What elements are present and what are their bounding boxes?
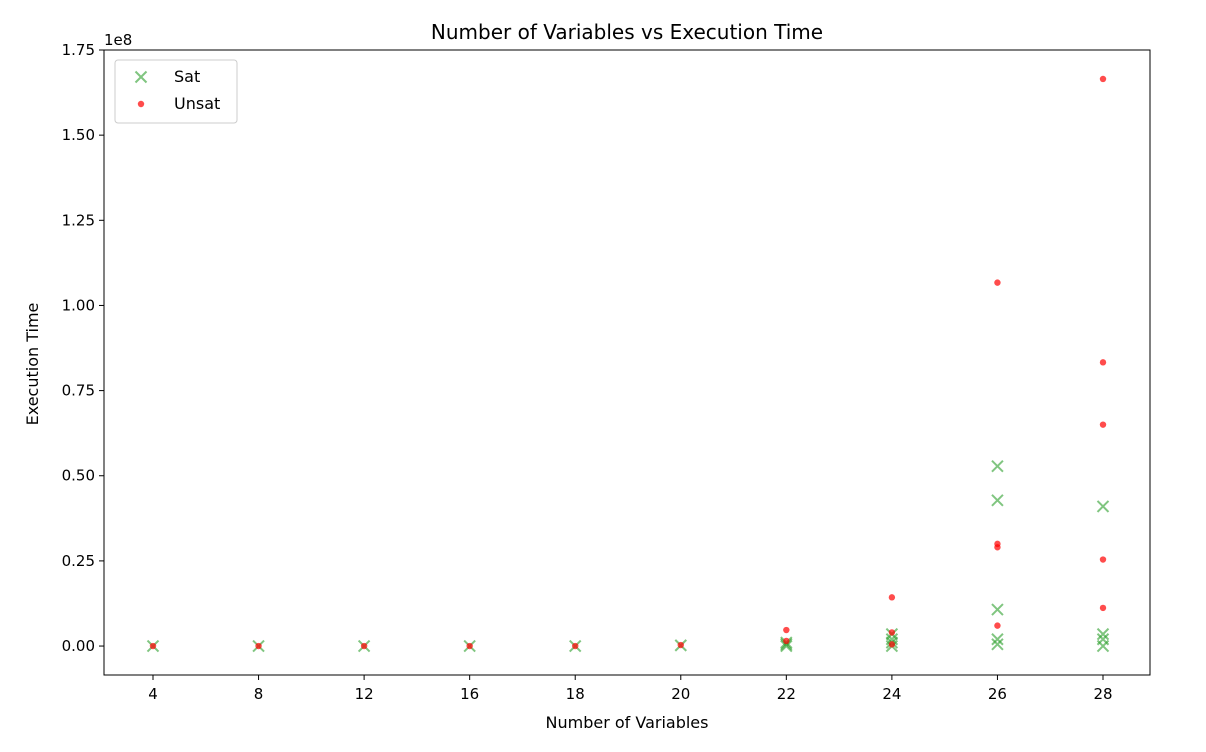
x-marker-stroke: [1096, 627, 1110, 641]
unsat-point: [466, 642, 473, 650]
y-tick-label: 1.25: [62, 211, 95, 229]
x-tick-label: 22: [777, 685, 796, 703]
x-tick-label: 12: [355, 685, 374, 703]
x-tick-label: 16: [460, 685, 479, 703]
unsat-point: [783, 637, 790, 645]
x-tick-label: 20: [671, 685, 690, 703]
legend-marker-unsat: [137, 100, 145, 108]
unsat-point: [677, 641, 684, 649]
y-tick-label: 0.75: [62, 382, 95, 400]
sat-point: [1096, 500, 1110, 513]
x-marker-stroke: [134, 70, 148, 84]
sat-point: [991, 638, 1004, 651]
x-marker-stroke: [885, 633, 899, 646]
x-tick-label: 26: [988, 685, 1007, 703]
unsat-point: [994, 540, 1001, 548]
sat-point: [885, 633, 899, 646]
unsat-point: [994, 279, 1001, 286]
x-marker-stroke: [780, 639, 793, 653]
sat-point: [991, 494, 1004, 507]
unsat-point: [888, 629, 896, 636]
unsat-point: [783, 626, 790, 634]
sat-point: [1096, 627, 1110, 641]
x-tick-label: 24: [882, 685, 901, 703]
unsat-point: [255, 642, 262, 650]
x-marker-stroke: [1096, 500, 1110, 513]
x-marker-stroke: [780, 638, 793, 651]
x-marker-stroke: [991, 638, 1004, 651]
y-tick-label: 0.00: [62, 637, 95, 655]
plot-frame: [103, 49, 1151, 676]
x-tick-label: 8: [254, 685, 264, 703]
x-marker-stroke: [1096, 633, 1110, 646]
unsat-point: [572, 642, 579, 650]
unsat-point: [360, 642, 368, 650]
unsat-point: [888, 594, 896, 601]
y-axis-label: Execution Time: [23, 303, 42, 426]
legend-label: Sat: [174, 67, 200, 86]
x-marker-stroke: [991, 494, 1004, 507]
unsat-point: [994, 622, 1001, 629]
y-offset-label: 1e8: [104, 31, 132, 49]
unsat-point: [1099, 75, 1107, 83]
x-tick-label: 4: [148, 685, 158, 703]
x-marker-stroke: [991, 460, 1004, 473]
sat-point: [991, 633, 1004, 646]
legend-marker-sat: [134, 70, 148, 84]
y-tick-label: 0.25: [62, 552, 95, 570]
unsat-point: [1099, 556, 1107, 563]
y-tick-label: 1.75: [62, 41, 95, 59]
y-tick-label: 1.00: [62, 296, 95, 314]
x-tick-label: 28: [1093, 685, 1112, 703]
sat-point: [991, 603, 1004, 616]
unsat-point: [1099, 604, 1107, 612]
y-tick-label: 1.50: [62, 126, 95, 144]
unsat-point: [149, 642, 157, 650]
sat-point: [780, 638, 793, 651]
chart-title: Number of Variables vs Execution Time: [431, 20, 823, 44]
legend-label: Unsat: [174, 94, 220, 113]
unsat-point: [1099, 359, 1107, 366]
x-axis-label: Number of Variables: [546, 713, 709, 732]
sat-point: [1096, 633, 1110, 646]
legend: [114, 59, 238, 124]
unsat-point: [888, 641, 896, 648]
y-tick-label: 0.50: [62, 467, 95, 485]
x-marker-stroke: [991, 633, 1004, 646]
sat-point: [991, 460, 1004, 473]
unsat-point: [1099, 421, 1107, 428]
legend-box: [114, 59, 238, 124]
sat-point: [780, 639, 793, 653]
x-marker-stroke: [991, 603, 1004, 616]
x-tick-label: 18: [566, 685, 585, 703]
